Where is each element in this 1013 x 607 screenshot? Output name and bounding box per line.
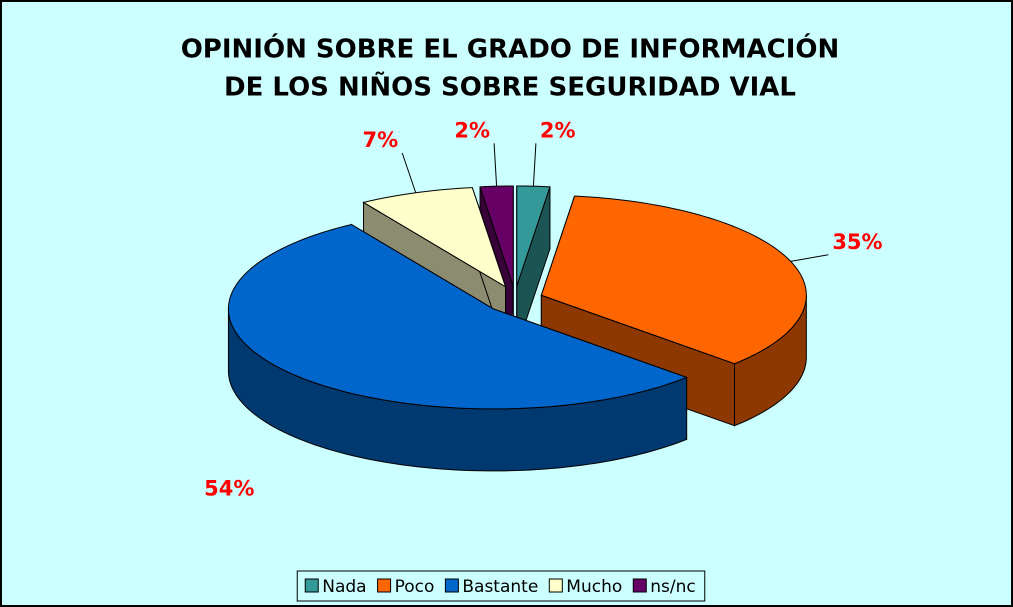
pie-slice — [516, 185, 551, 287]
legend-label: Poco — [395, 577, 435, 597]
data-label: 7% — [363, 128, 399, 152]
legend-label: Nada — [322, 577, 366, 597]
pie-slice — [479, 185, 514, 287]
data-label: 54% — [204, 477, 254, 501]
legend-swatch — [632, 578, 647, 593]
legend-swatch — [377, 578, 392, 593]
data-label: 2% — [540, 118, 576, 142]
legend-swatch — [304, 578, 319, 593]
leader-line — [493, 143, 498, 187]
leader-line — [532, 143, 537, 187]
legend-swatch — [548, 578, 563, 593]
legend-label: ns/nc — [650, 577, 695, 597]
legend-label: Mucho — [566, 577, 622, 597]
chart-title: DE LOS NIÑOS SOBRE SEGURIDAD VIAL — [224, 71, 796, 103]
pie-slice — [362, 187, 507, 288]
leader-line — [790, 254, 829, 262]
legend: Nada Poco Bastante Mucho ns/nc — [296, 570, 706, 602]
chart-title: OPINIÓN SOBRE EL GRADO DE INFORMACIÓN — [181, 33, 840, 65]
data-label: 35% — [832, 230, 882, 254]
legend-swatch — [444, 578, 459, 593]
legend-label: Bastante — [462, 577, 538, 597]
pie-slice — [540, 195, 807, 365]
legend-box — [296, 570, 706, 602]
pie-slice — [227, 223, 689, 410]
data-label: 2% — [454, 118, 490, 142]
leader-line — [401, 152, 417, 193]
